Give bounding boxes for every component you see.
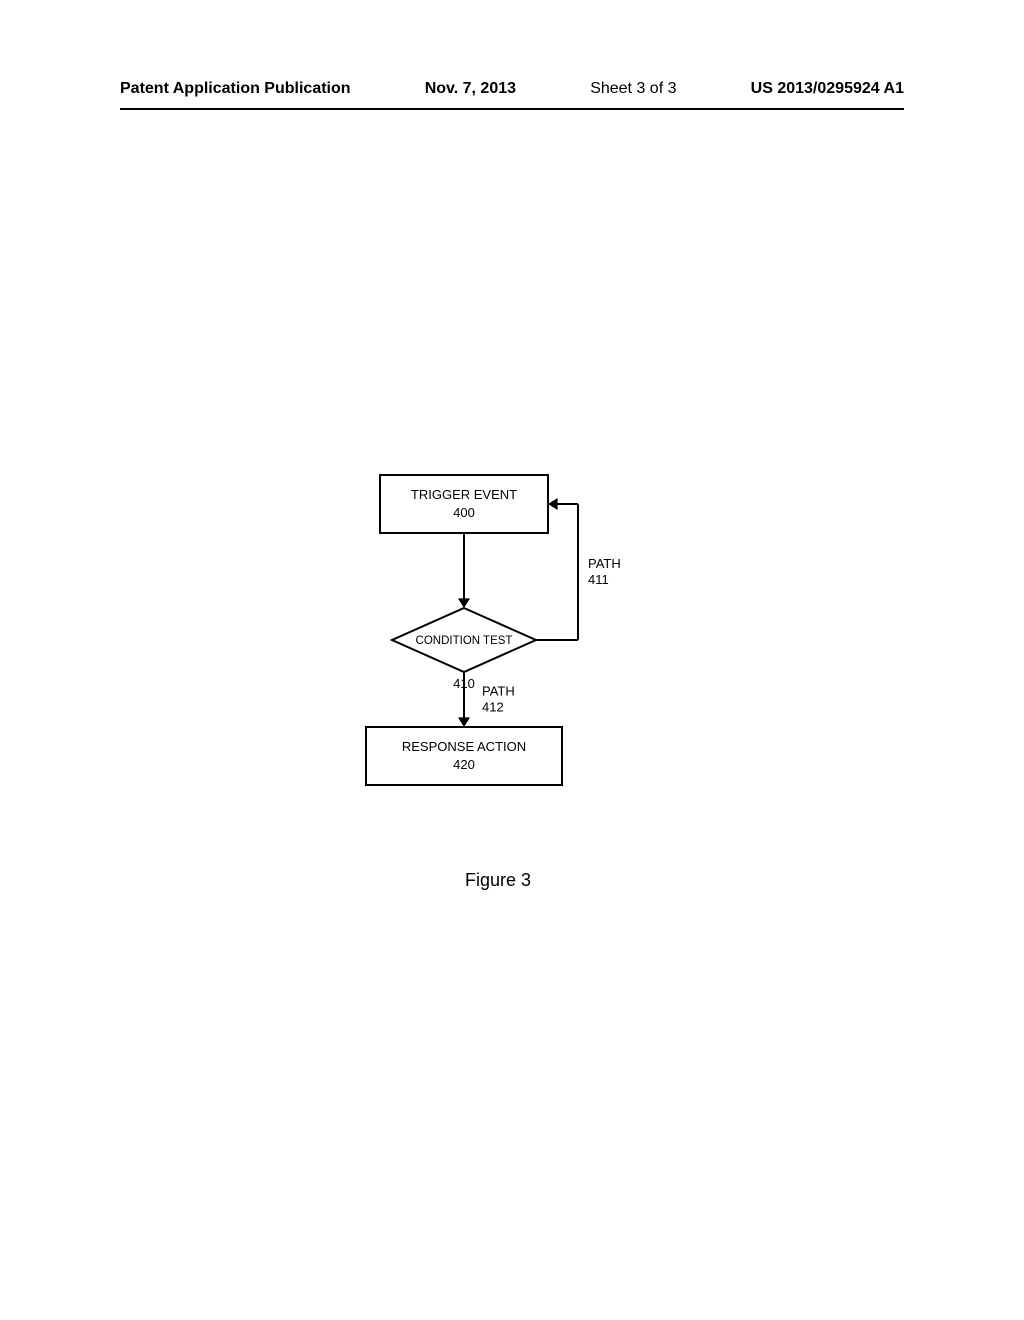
response-ref: 420 <box>453 757 475 772</box>
flowchart-svg: TRIGGER EVENT400CONDITION TEST410RESPONS… <box>350 475 700 875</box>
flowchart-node-trigger <box>380 475 548 533</box>
path-411-ref: 411 <box>588 572 609 587</box>
path-412-ref: 412 <box>482 700 504 715</box>
path-412-label: PATH <box>482 684 515 699</box>
publication-label: Patent Application Publication <box>120 80 351 98</box>
header-divider <box>120 108 904 110</box>
publication-date: Nov. 7, 2013 <box>425 80 516 98</box>
path-411-label: PATH <box>588 556 621 571</box>
trigger-label: TRIGGER EVENT <box>411 487 517 502</box>
response-label: RESPONSE ACTION <box>402 739 526 754</box>
condition-label: CONDITION TEST <box>416 635 513 647</box>
publication-number: US 2013/0295924 A1 <box>751 80 904 98</box>
flowchart-diagram: TRIGGER EVENT400CONDITION TEST410RESPONS… <box>350 475 700 875</box>
flowchart-node-response <box>366 727 562 785</box>
page-header: Patent Application Publication Nov. 7, 2… <box>0 80 1024 98</box>
sheet-number: Sheet 3 of 3 <box>590 80 676 98</box>
figure-caption: Figure 3 <box>465 870 531 891</box>
trigger-ref: 400 <box>453 505 475 520</box>
